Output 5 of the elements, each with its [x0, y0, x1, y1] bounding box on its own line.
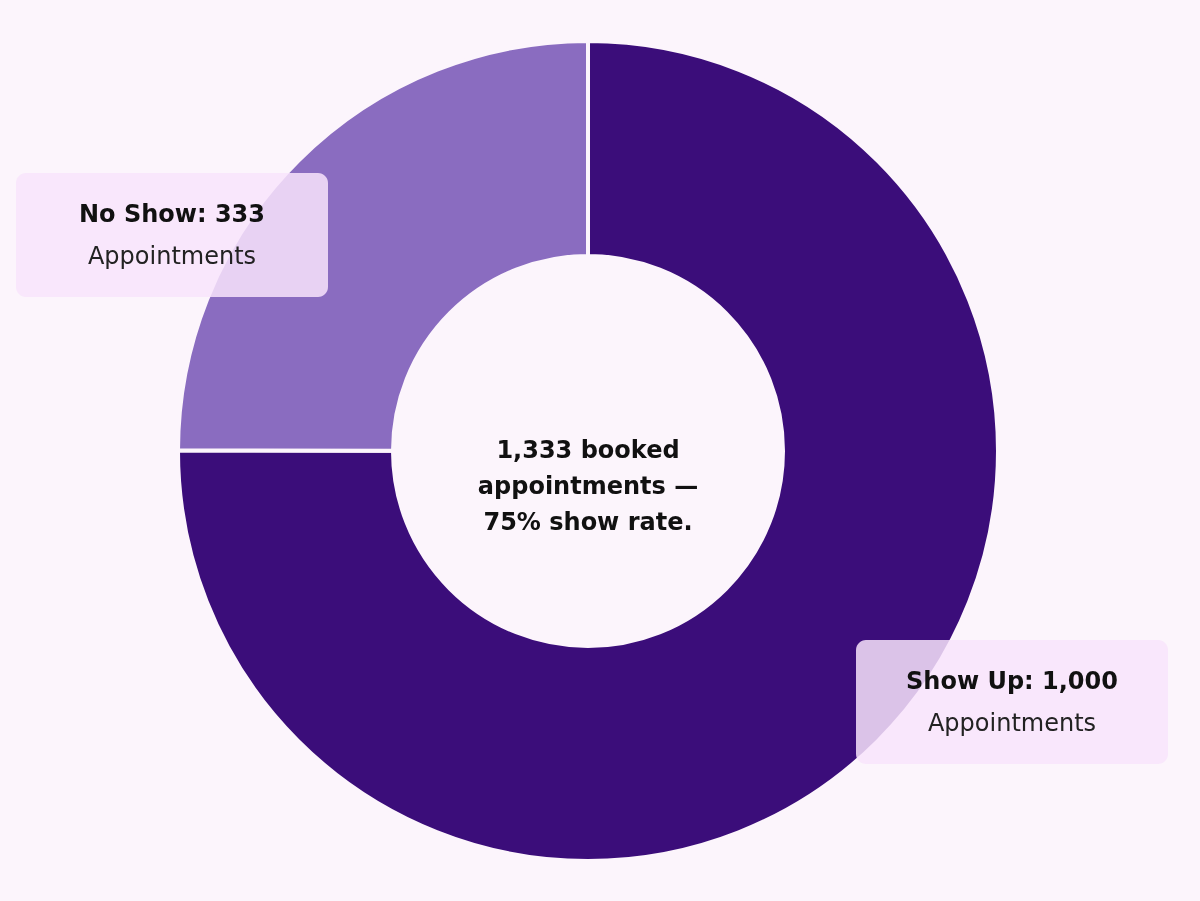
- slice-label: No Show: 333: [78, 200, 266, 228]
- slice-label: Show Up: 1,000: [906, 667, 1118, 695]
- text: 1,333 booked appointments — 75% show rate.: [477, 436, 699, 536]
- text: Appointments: [927, 709, 1097, 737]
- text: Appointments: [87, 242, 257, 270]
